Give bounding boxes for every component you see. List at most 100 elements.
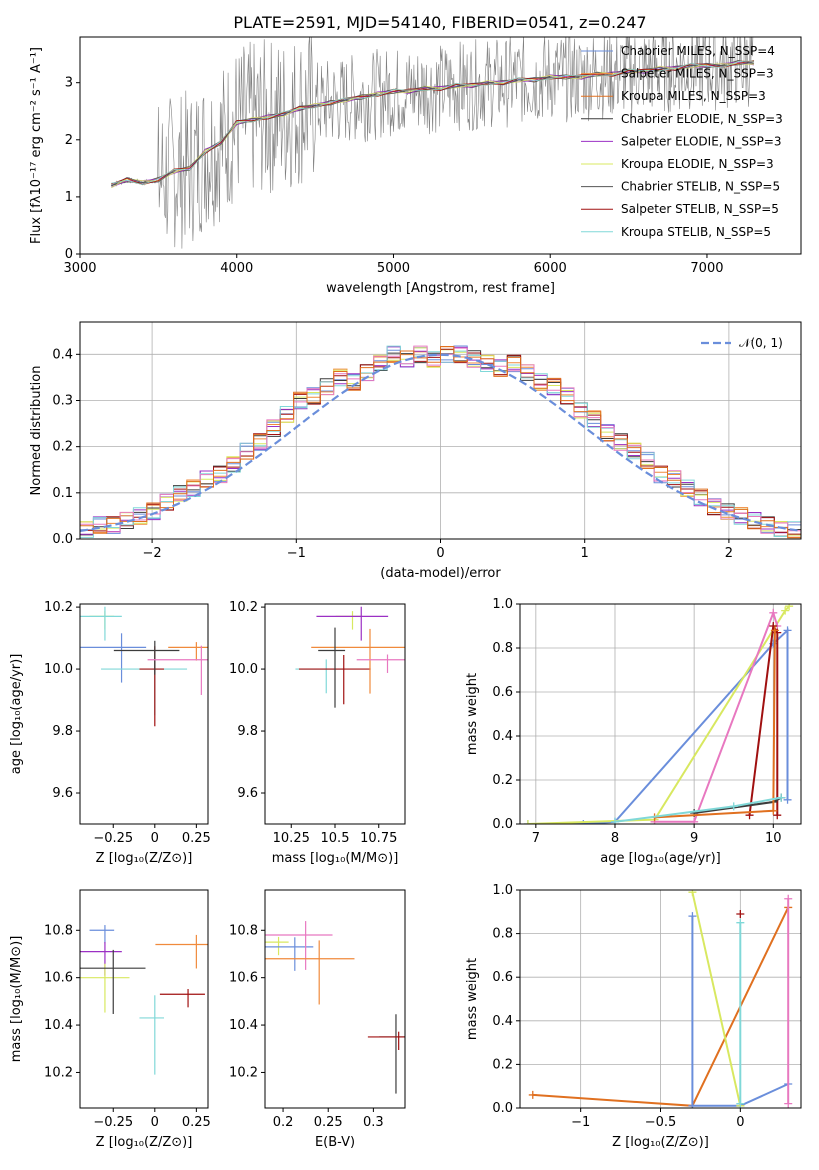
y-tick-label: 0.0 <box>52 532 73 547</box>
x-tick-label: 3000 <box>63 261 96 276</box>
y-tick-label: 0.3 <box>52 393 73 408</box>
data-point-marker <box>773 811 782 820</box>
y-tick-label: 1.0 <box>492 883 513 898</box>
x-tick-label: 7000 <box>690 261 723 276</box>
data-point-marker <box>688 912 697 921</box>
x-tick-label: −1 <box>287 546 306 561</box>
x-axis-label: wavelength [Angstrom, rest frame] <box>326 281 555 296</box>
x-tick-label: 0 <box>436 546 444 561</box>
mass-weight-line <box>527 605 790 824</box>
x-tick-label: 0.25 <box>182 1115 211 1130</box>
x-tick-label: 7 <box>532 831 540 846</box>
y-axis-label: mass [log₁₀(M/M⊙)] <box>9 936 24 1063</box>
y-tick-label: 0.6 <box>492 685 513 700</box>
x-tick-label: 4000 <box>220 261 253 276</box>
legend-entry: Kroupa ELODIE, N_SSP=3 <box>621 157 774 171</box>
x-tick-label: 8 <box>611 831 619 846</box>
legend-entry: Salpeter ELODIE, N_SSP=3 <box>621 134 782 148</box>
y-tick-label: 3 <box>65 76 73 91</box>
y-tick-label: 10.0 <box>229 662 258 677</box>
y-tick-label: 9.8 <box>237 724 258 739</box>
panel-spectrum: Chabrier MILES, N_SSP=4 Salpeter MILES, N… <box>29 36 802 296</box>
panel-mass_weight_vs_Z: −1 −0.5 0 0.0 0.2 0.4 0.6 0.8 1.0 Z [log₁₀(Z/Z⊙)]… <box>465 883 802 1150</box>
data-point-marker <box>528 1090 537 1099</box>
x-tick-label: 10.5 <box>321 831 350 846</box>
data-point-marker <box>688 890 697 897</box>
x-tick-label: −0.25 <box>93 831 133 846</box>
y-tick-label: 0.0 <box>492 1101 513 1116</box>
y-tick-label: 10.4 <box>229 1018 258 1033</box>
y-tick-label: 10.4 <box>44 1018 73 1033</box>
data-point-marker <box>784 1099 793 1108</box>
panel-mass_vs_Z: −0.25 0 0.25 10.2 10.4 10.6 10.8 Z [log₁₀(Z/Z⊙)… <box>9 889 211 1150</box>
axes-frame <box>519 603 802 825</box>
x-tick-label: 9 <box>690 831 698 846</box>
data-point-marker <box>610 817 619 824</box>
legend-entry: 𝒩(0, 1) <box>739 336 783 350</box>
x-axis-label: (data-model)/error <box>380 566 501 581</box>
mass-weight-line <box>527 628 789 824</box>
data-point-marker <box>736 1099 745 1108</box>
y-axis-label: Flux [fλ10⁻¹⁷ erg cm⁻² s⁻¹ A⁻¹] <box>29 47 44 244</box>
mass-weight-line <box>654 609 779 823</box>
y-tick-label: 2 <box>65 133 73 148</box>
x-tick-label: 0 <box>151 1115 159 1130</box>
plot-area <box>520 604 801 824</box>
y-tick-label: 10.8 <box>44 923 73 938</box>
x-tick-label: 0.3 <box>363 1115 384 1130</box>
x-axis-label: Z [log₁₀(Z/Z⊙)] <box>612 1135 709 1150</box>
legend-entry: Chabrier ELODIE, N_SSP=3 <box>621 112 783 126</box>
axes-frame <box>79 889 209 1109</box>
plot-area <box>80 925 208 1075</box>
x-axis-label: mass [log₁₀(M/M⊙)] <box>272 851 399 866</box>
y-tick-label: 0.4 <box>492 729 513 744</box>
legend-entry: Salpeter STELIB, N_SSP=5 <box>621 202 779 216</box>
x-tick-label: −0.25 <box>93 1115 133 1130</box>
y-tick-label: 9.8 <box>52 724 73 739</box>
y-axis-label: mass weight <box>465 958 480 1040</box>
y-tick-label: 0 <box>65 247 73 262</box>
x-tick-label: 0 <box>151 831 159 846</box>
data-point-marker <box>785 604 794 611</box>
x-axis-label: E(B-V) <box>315 1135 355 1150</box>
x-tick-label: 2 <box>725 546 733 561</box>
y-tick-label: 0.4 <box>492 1014 513 1029</box>
x-tick-label: 10 <box>765 831 782 846</box>
histogram-step-line <box>80 346 801 538</box>
x-tick-label: 6000 <box>534 261 567 276</box>
x-tick-label: −0.5 <box>645 1115 677 1130</box>
x-axis-label: Z [log₁₀(Z/Z⊙)] <box>96 851 193 866</box>
plot-area <box>520 890 801 1108</box>
y-tick-label: 10.2 <box>44 600 73 615</box>
data-point-marker <box>690 817 699 824</box>
axes-frame <box>264 889 406 1109</box>
y-tick-label: 9.6 <box>237 786 258 801</box>
x-tick-label: −1 <box>571 1115 590 1130</box>
chart-panels: Chabrier MILES, N_SSP=4 Salpeter MILES, N… <box>9 36 802 1150</box>
y-tick-label: 0.2 <box>492 1057 513 1072</box>
y-tick-label: 10.2 <box>229 1065 258 1080</box>
y-tick-label: 0.2 <box>492 773 513 788</box>
x-tick-label: 10.75 <box>360 831 397 846</box>
y-axis-label: mass weight <box>465 673 480 755</box>
y-tick-label: 10.0 <box>44 662 73 677</box>
data-point-marker <box>784 894 793 903</box>
plot-area <box>111 37 755 249</box>
data-point-marker <box>736 918 745 927</box>
data-point-marker <box>769 806 778 815</box>
y-tick-label: 10.2 <box>44 1065 73 1080</box>
data-point-marker <box>783 795 792 804</box>
legend-entry: Chabrier STELIB, N_SSP=5 <box>621 180 780 194</box>
figure-title: PLATE=2591, MJD=54140, FIBERID=0541, z=0… <box>233 13 646 32</box>
data-point-marker <box>736 909 745 918</box>
y-tick-label: 0.4 <box>52 347 73 362</box>
gaussian-curve <box>80 353 801 532</box>
x-axis-label: age [log₁₀(age/yr)] <box>600 851 721 866</box>
panel-residuals: 𝒩(0, 1) −2 −1 0 1 2 0.0 0.1 0.2 0.3 0.4 (data-model… <box>29 321 802 581</box>
y-tick-label: 10.2 <box>229 600 258 615</box>
y-axis-label: Normed distribution <box>29 366 44 496</box>
panel-mass_weight_vs_age: 7 8 9 10 0.0 0.2 0.4 0.6 0.8 1.0 age [log₁₀(age/yr… <box>465 597 802 866</box>
spectrum-data-line <box>111 37 754 249</box>
y-tick-label: 1.0 <box>492 597 513 612</box>
